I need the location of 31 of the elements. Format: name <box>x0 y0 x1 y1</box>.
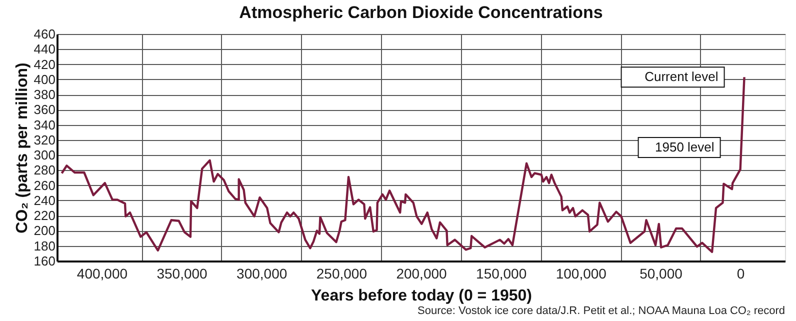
x-tick-label: 300,000 <box>236 266 288 282</box>
chart-title: Atmospheric Carbon Dioxide Concentrations <box>239 3 603 22</box>
x-tick-label: 100,000 <box>556 266 607 282</box>
annotation: 1950 level <box>655 140 714 154</box>
y-tick-label: 220 <box>34 208 56 224</box>
y-axis-title: CO₂ (parts per million) <box>14 62 31 234</box>
y-tick-label: 280 <box>34 162 56 178</box>
x-tick-label: 250,000 <box>316 266 368 282</box>
y-tick-label: 420 <box>34 56 56 72</box>
y-tick-label: 400 <box>34 72 56 87</box>
x-tick-label: 400,000 <box>76 266 128 282</box>
y-tick-label: 240 <box>34 192 56 208</box>
y-tick-label: 260 <box>34 178 56 193</box>
y-tick-label: 200 <box>34 223 56 238</box>
x-axis-title: Years before today (0 = 1950) <box>311 288 532 304</box>
x-tick-label: 200,000 <box>396 266 448 282</box>
x-tick-label: 150,000 <box>476 266 527 282</box>
y-tick-label: 380 <box>34 87 56 102</box>
y-tick-label: 440 <box>34 42 56 57</box>
y-tick-label: 160 <box>34 254 56 268</box>
y-tick-label: 360 <box>34 102 56 118</box>
x-tick-label: 0 <box>736 266 745 282</box>
annotation: Current level <box>644 69 718 84</box>
y-tick-label: 300 <box>34 148 56 163</box>
y-tick-label: 460 <box>34 26 56 42</box>
source-note: Source: Vostok ice core data/J.R. Petit et al.; NOAA Mauna Loa CO₂ record <box>418 305 785 317</box>
y-tick-label: 320 <box>34 132 56 148</box>
y-tick-label: 340 <box>34 117 56 132</box>
x-tick-label: 50,000 <box>640 266 683 282</box>
y-tick-label: 180 <box>34 238 56 254</box>
x-tick-label: 350,000 <box>156 266 208 282</box>
